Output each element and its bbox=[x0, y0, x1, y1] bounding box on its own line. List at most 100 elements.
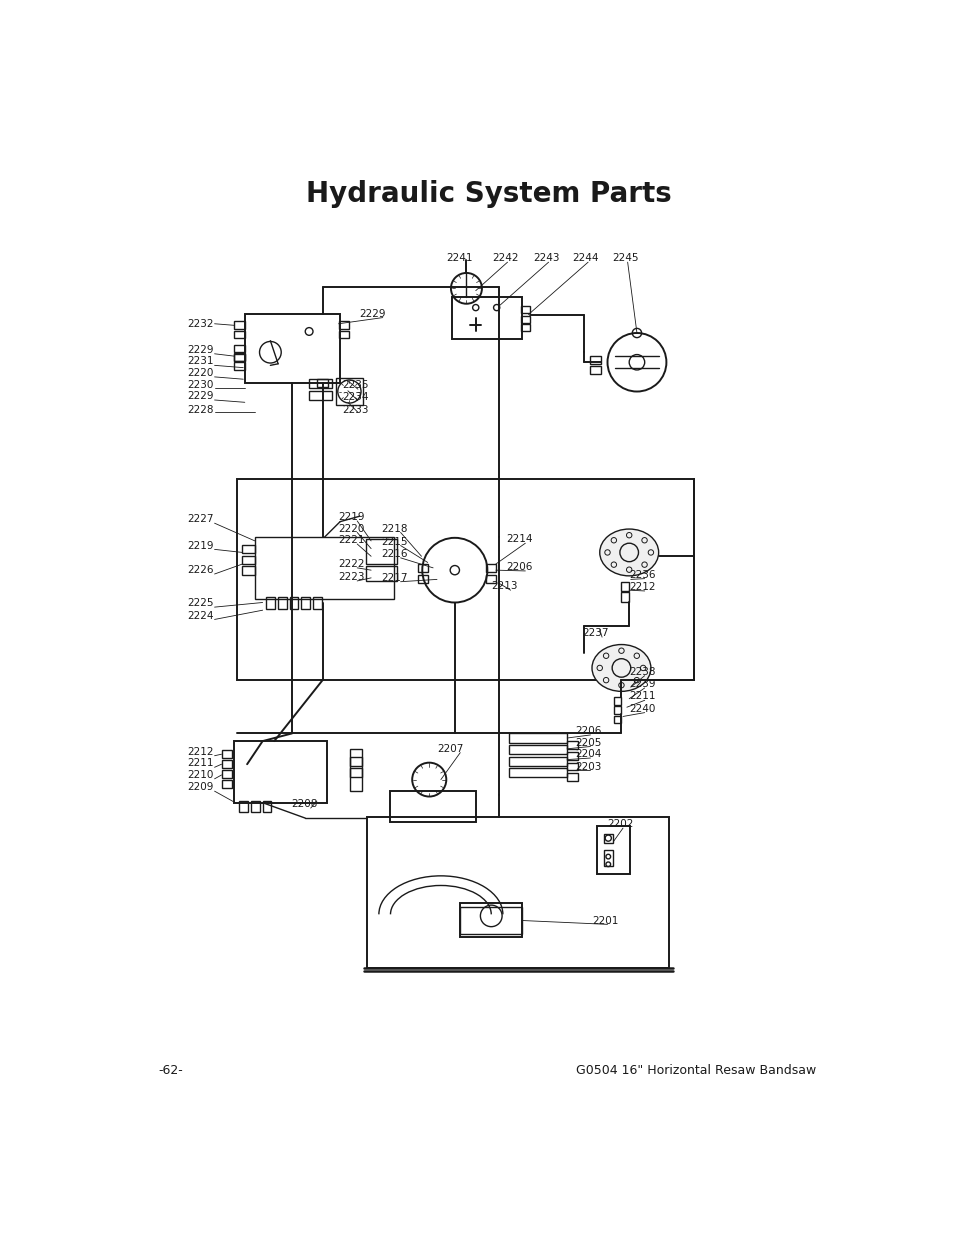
Bar bbox=[509, 757, 567, 766]
Text: 2216: 2216 bbox=[381, 550, 407, 559]
Bar bbox=[418, 574, 428, 583]
Bar bbox=[459, 903, 521, 937]
Text: 2202: 2202 bbox=[607, 819, 633, 829]
Text: 2237: 2237 bbox=[582, 629, 609, 638]
Bar bbox=[567, 763, 578, 771]
Bar bbox=[233, 331, 245, 338]
Text: 2211: 2211 bbox=[187, 758, 213, 768]
Bar bbox=[613, 706, 620, 714]
Text: 2219: 2219 bbox=[337, 513, 364, 522]
Bar bbox=[233, 353, 245, 361]
Bar bbox=[251, 802, 259, 811]
Text: 2213: 2213 bbox=[491, 582, 517, 592]
Text: 2228: 2228 bbox=[187, 405, 213, 415]
Text: 2222: 2222 bbox=[337, 559, 364, 569]
Bar bbox=[221, 751, 233, 758]
Bar bbox=[233, 362, 245, 370]
Bar bbox=[316, 379, 328, 387]
Bar bbox=[245, 314, 340, 383]
Text: 2225: 2225 bbox=[187, 598, 213, 609]
Bar bbox=[239, 802, 248, 811]
Text: 2212: 2212 bbox=[187, 747, 213, 757]
Text: 2203: 2203 bbox=[575, 762, 600, 772]
Text: 2212: 2212 bbox=[629, 582, 655, 592]
Text: 2221: 2221 bbox=[337, 535, 364, 545]
Text: 2204: 2204 bbox=[575, 750, 600, 760]
Ellipse shape bbox=[592, 645, 650, 692]
Text: 2210: 2210 bbox=[187, 769, 213, 781]
Text: 2209: 2209 bbox=[187, 782, 213, 793]
Bar bbox=[509, 745, 567, 755]
Bar bbox=[452, 296, 521, 340]
Text: 2219: 2219 bbox=[187, 541, 213, 551]
Bar bbox=[567, 741, 578, 748]
Bar bbox=[597, 826, 629, 873]
Bar bbox=[365, 540, 396, 564]
Bar bbox=[613, 698, 620, 705]
Text: 2205: 2205 bbox=[575, 737, 600, 747]
Bar bbox=[350, 768, 361, 777]
Bar bbox=[242, 567, 254, 574]
Text: 2235: 2235 bbox=[342, 380, 369, 390]
Text: 2229: 2229 bbox=[187, 391, 213, 401]
Text: 2207: 2207 bbox=[436, 743, 463, 753]
Text: 2231: 2231 bbox=[187, 357, 213, 367]
Text: 2211: 2211 bbox=[629, 692, 655, 701]
Text: 2233: 2233 bbox=[342, 405, 369, 415]
Text: 2214: 2214 bbox=[505, 535, 532, 545]
Bar bbox=[301, 597, 310, 609]
Bar bbox=[613, 716, 620, 724]
Bar bbox=[233, 345, 245, 352]
Text: 2217: 2217 bbox=[381, 573, 407, 583]
Text: 2206: 2206 bbox=[505, 562, 532, 572]
Bar bbox=[365, 566, 396, 580]
Text: 2245: 2245 bbox=[612, 252, 638, 263]
Bar bbox=[221, 761, 233, 768]
Bar bbox=[338, 331, 349, 338]
Text: Hydraulic System Parts: Hydraulic System Parts bbox=[306, 180, 671, 209]
Bar bbox=[350, 757, 361, 766]
Bar bbox=[335, 378, 363, 405]
Text: 2220: 2220 bbox=[187, 368, 213, 378]
Bar bbox=[233, 353, 245, 362]
Text: G0504 16" Horizontal Resaw Bandsaw: G0504 16" Horizontal Resaw Bandsaw bbox=[576, 1065, 816, 1077]
Bar bbox=[266, 597, 274, 609]
Text: 2218: 2218 bbox=[381, 524, 407, 534]
Bar bbox=[309, 390, 332, 400]
Bar bbox=[278, 597, 286, 609]
Bar bbox=[313, 597, 321, 609]
Bar bbox=[262, 802, 271, 811]
Text: 2234: 2234 bbox=[342, 391, 369, 401]
Bar bbox=[603, 851, 612, 866]
Text: 2229: 2229 bbox=[187, 345, 213, 354]
Bar bbox=[589, 366, 599, 374]
Text: 2240: 2240 bbox=[629, 704, 655, 714]
Text: 2208: 2208 bbox=[291, 799, 317, 809]
Bar bbox=[221, 781, 233, 788]
Bar bbox=[459, 906, 521, 934]
Bar bbox=[290, 597, 298, 609]
Bar bbox=[620, 582, 629, 592]
Bar bbox=[520, 316, 530, 324]
Text: 2230: 2230 bbox=[187, 379, 213, 389]
Text: -62-: -62- bbox=[158, 1065, 183, 1077]
Bar bbox=[509, 734, 567, 742]
Text: 2242: 2242 bbox=[492, 252, 518, 263]
Bar bbox=[603, 834, 612, 842]
Text: 2224: 2224 bbox=[187, 610, 213, 621]
Ellipse shape bbox=[599, 529, 658, 576]
Bar bbox=[485, 564, 496, 573]
Text: 2229: 2229 bbox=[359, 309, 386, 319]
Text: 2226: 2226 bbox=[187, 566, 213, 576]
Text: 2236: 2236 bbox=[629, 569, 655, 579]
Bar bbox=[350, 748, 361, 792]
Bar bbox=[620, 593, 629, 601]
Bar bbox=[221, 771, 233, 778]
Bar bbox=[367, 816, 669, 968]
Bar bbox=[233, 321, 245, 330]
Text: 2232: 2232 bbox=[187, 319, 213, 329]
Bar bbox=[567, 752, 578, 760]
Text: 2227: 2227 bbox=[187, 514, 213, 525]
Bar bbox=[242, 545, 254, 553]
Bar bbox=[309, 379, 332, 389]
